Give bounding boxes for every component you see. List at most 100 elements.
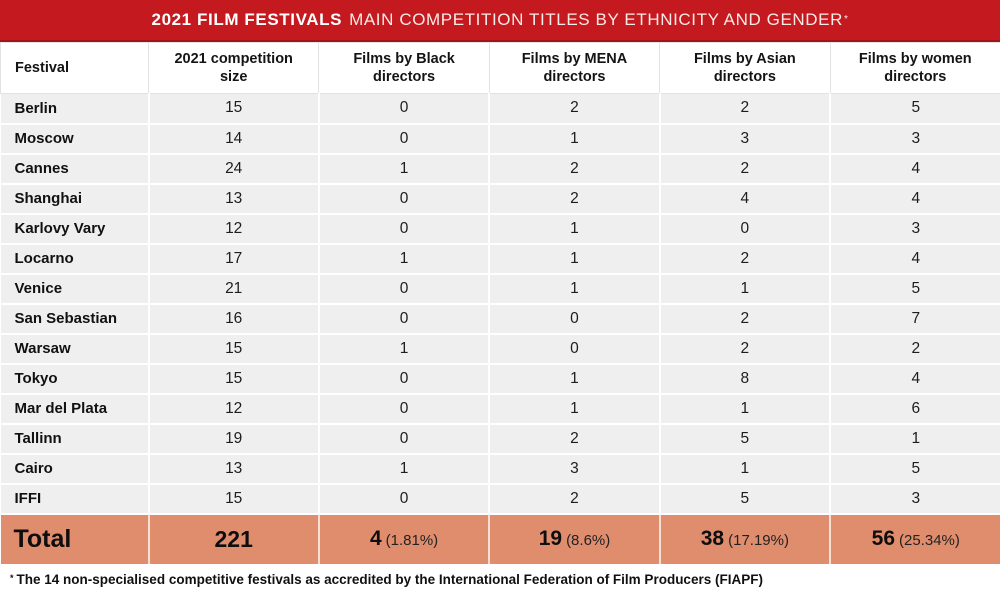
value-cell: 1 xyxy=(659,453,832,485)
value-cell: 24 xyxy=(148,153,320,185)
value-cell: 16 xyxy=(148,303,320,335)
value-cell: 8 xyxy=(659,363,832,395)
total-row: Total 221 4 (1.81%) 19 (8.6%) 38 (17.19%) 56 (25.… xyxy=(0,513,1000,564)
table-row: Locarno 17 1 1 2 4 xyxy=(0,243,1000,275)
total-percentage: (8.6%) xyxy=(566,532,611,549)
value-cell: 1 xyxy=(659,273,832,305)
value-cell: 4 xyxy=(830,153,1000,185)
value-cell: 2 xyxy=(659,333,832,365)
value-cell: 0 xyxy=(318,183,491,215)
value-cell: 2 xyxy=(489,483,661,515)
value-cell: 15 xyxy=(148,333,320,365)
value-cell: 1 xyxy=(318,243,491,275)
value-cell: 1 xyxy=(659,393,832,425)
value-cell: 0 xyxy=(318,483,491,515)
value-cell: 3 xyxy=(830,483,1000,515)
value-cell: 0 xyxy=(318,393,491,425)
table-row: Venice 21 0 1 1 5 xyxy=(0,273,1000,305)
value-cell: 0 xyxy=(318,93,491,125)
value-cell: 1 xyxy=(489,363,661,395)
value-cell: 5 xyxy=(659,423,832,455)
festival-name-cell: Berlin xyxy=(0,93,150,125)
value-cell: 0 xyxy=(489,303,661,335)
value-cell: 4 xyxy=(830,363,1000,395)
table-body: Berlin 15 0 2 2 5 Moscow 14 0 1 3 3 Cannes 24 1 2 2 4 Shan… xyxy=(0,93,1000,515)
total-value-cell: 56 (25.34%) xyxy=(830,513,1000,564)
value-cell: 1 xyxy=(489,243,661,275)
column-header-festival: Festival xyxy=(0,42,149,94)
value-cell: 21 xyxy=(148,273,320,305)
value-cell: 7 xyxy=(830,303,1000,335)
total-value: 19 xyxy=(538,527,563,550)
festival-name-cell: Cannes xyxy=(0,153,150,185)
column-header-3: Films by MENA directors xyxy=(488,42,661,94)
column-header-row: Festival 2021 competition size Films by Bl… xyxy=(0,42,1000,94)
table-row: Berlin 15 0 2 2 5 xyxy=(0,93,1000,125)
value-cell: 5 xyxy=(830,273,1000,305)
value-cell: 0 xyxy=(489,333,661,365)
value-cell: 19 xyxy=(148,423,320,455)
festival-name-cell: Warsaw xyxy=(0,333,150,365)
table-row: Moscow 14 0 1 3 3 xyxy=(0,123,1000,155)
column-header-5: Films by women directors xyxy=(829,42,1000,94)
value-cell: 0 xyxy=(318,303,491,335)
festival-name-cell: Mar del Plata xyxy=(0,393,150,425)
value-cell: 0 xyxy=(318,273,491,305)
value-cell: 15 xyxy=(148,363,320,395)
value-cell: 4 xyxy=(830,183,1000,215)
value-cell: 5 xyxy=(830,93,1000,125)
value-cell: 3 xyxy=(489,453,661,485)
total-value: 38 xyxy=(700,527,725,550)
table-row: Mar del Plata 12 0 1 1 6 xyxy=(0,393,1000,425)
value-cell: 15 xyxy=(148,483,320,515)
value-cell: 12 xyxy=(148,393,320,425)
table-row: Karlovy Vary 12 0 1 0 3 xyxy=(0,213,1000,245)
table-row: Cairo 13 1 3 1 5 xyxy=(0,453,1000,485)
title-bold: 2021 FILM FESTIVALS xyxy=(151,10,343,29)
value-cell: 1 xyxy=(489,123,661,155)
value-cell: 3 xyxy=(659,123,832,155)
value-cell: 2 xyxy=(659,303,832,335)
festival-name-cell: Tallinn xyxy=(0,423,150,455)
footnote: * The 14 non-specialised competitive fes… xyxy=(0,564,1000,601)
value-cell: 1 xyxy=(489,213,661,245)
value-cell: 2 xyxy=(830,333,1000,365)
value-cell: 4 xyxy=(659,183,832,215)
value-cell: 1 xyxy=(318,453,491,485)
footnote-text: The 14 non-specialised competitive festi… xyxy=(16,571,763,587)
value-cell: 0 xyxy=(318,213,491,245)
festival-name-cell: Locarno xyxy=(0,243,150,275)
table-row: Shanghai 13 0 2 4 4 xyxy=(0,183,1000,215)
total-value-cell: 4 (1.81%) xyxy=(318,513,491,564)
column-header-4: Films by Asian directors xyxy=(659,42,831,94)
festival-name-cell: Cairo xyxy=(0,453,150,485)
value-cell: 1 xyxy=(830,423,1000,455)
total-competition-size-cell: 221 xyxy=(148,513,320,564)
value-cell: 13 xyxy=(148,183,320,215)
table-row: Tallinn 19 0 2 5 1 xyxy=(0,423,1000,455)
footnote-asterisk: * xyxy=(10,572,14,583)
table-row: San Sebastian 16 0 0 2 7 xyxy=(0,303,1000,335)
value-cell: 5 xyxy=(659,483,832,515)
value-cell: 0 xyxy=(318,363,491,395)
value-cell: 1 xyxy=(489,273,661,305)
total-value: 4 xyxy=(369,527,382,550)
value-cell: 2 xyxy=(659,243,832,275)
value-cell: 0 xyxy=(659,213,832,245)
festival-name-cell: Karlovy Vary xyxy=(0,213,150,245)
value-cell: 2 xyxy=(659,153,832,185)
value-cell: 0 xyxy=(318,123,491,155)
total-label-cell: Total xyxy=(0,513,150,564)
festival-name-cell: Tokyo xyxy=(0,363,150,395)
value-cell: 4 xyxy=(830,243,1000,275)
value-cell: 2 xyxy=(489,423,661,455)
value-cell: 1 xyxy=(489,393,661,425)
festival-name-cell: San Sebastian xyxy=(0,303,150,335)
value-cell: 6 xyxy=(830,393,1000,425)
value-cell: 14 xyxy=(148,123,320,155)
value-cell: 1 xyxy=(318,153,491,185)
value-cell: 12 xyxy=(148,213,320,245)
value-cell: 13 xyxy=(148,453,320,485)
total-value-cell: 19 (8.6%) xyxy=(489,513,661,564)
festival-name-cell: Shanghai xyxy=(0,183,150,215)
